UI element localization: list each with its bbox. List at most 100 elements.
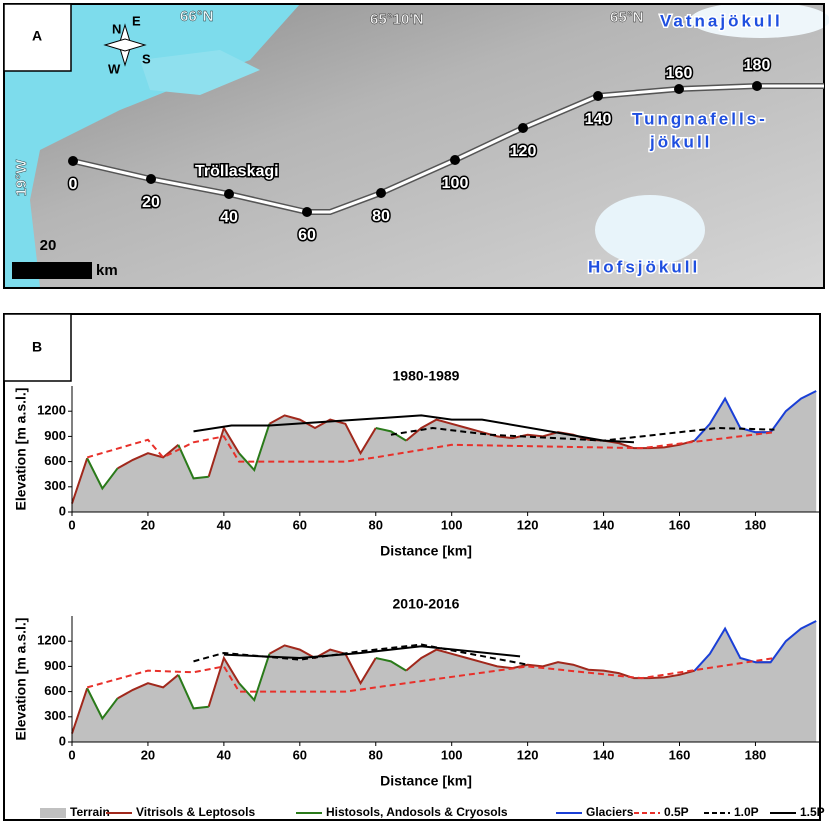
legend-label: 0.5P: [664, 805, 689, 819]
route-marker: [518, 123, 528, 133]
y-tick-label: 600: [44, 453, 66, 468]
x-tick-label: 120: [517, 747, 539, 762]
route-marker-label: 160: [666, 65, 693, 82]
series-line: [71, 414, 771, 504]
x-tick-label: 120: [517, 517, 539, 532]
route-marker-label: 140: [585, 111, 612, 128]
legend-label: 1.0P: [734, 805, 759, 819]
latitude-label: 65°10'N: [370, 11, 424, 28]
x-tick-label: 180: [745, 747, 767, 762]
glacier-vatnajokull: [690, 2, 829, 38]
y-tick-label: 0: [59, 503, 66, 518]
x-tick-label: 80: [369, 517, 383, 532]
legend-label: Histosols, Andosols & Cryosols: [326, 805, 508, 819]
sea: [4, 4, 300, 288]
route-marker-label: 120: [510, 143, 537, 160]
y-tick-label: 600: [44, 683, 66, 698]
y-axis-label: Elevation [m a.s.l.]: [13, 388, 29, 511]
series-line: [86, 423, 407, 491]
map-panel: A N E S W 66°N 65°10'N 65°N 19°W Vatnajö…: [3, 2, 829, 289]
y-tick-label: 1200: [37, 403, 66, 418]
x-tick-label: 100: [441, 517, 463, 532]
latitude-label: 66°N: [180, 8, 214, 25]
charts: 1980-1989 Distance [km] Elevation [m a.s.l…: [13, 368, 820, 789]
legend-swatch: [40, 808, 66, 818]
chart-title: 2010-2016: [393, 596, 460, 612]
glacier-label: Vatnajökull: [660, 11, 783, 30]
compass-letter: N: [112, 21, 121, 36]
route: [72, 84, 824, 214]
y-tick-label: 1200: [37, 633, 66, 648]
compass-letter: W: [108, 61, 121, 76]
route-marker: [376, 188, 386, 198]
route-marker: [146, 174, 156, 184]
route-marker: [450, 155, 460, 165]
scale-value: 20: [40, 237, 57, 254]
glacier-label: jökull: [649, 132, 712, 151]
map-frame: [3, 3, 825, 289]
x-tick-label: 160: [669, 517, 691, 532]
longitude-label: 19°W: [13, 159, 30, 197]
x-axis-label: Distance [km]: [380, 773, 472, 789]
x-tick-label: 40: [217, 517, 231, 532]
x-tick-label: 140: [593, 747, 615, 762]
series-line: [71, 644, 771, 734]
glacier-hofsjokull: [595, 195, 705, 265]
scale-bar: [12, 262, 92, 279]
route-marker-label: 60: [298, 227, 316, 244]
route-marker-label: 20: [142, 194, 160, 211]
route-marker: [752, 81, 762, 91]
compass-letter: E: [132, 13, 141, 28]
x-tick-label: 100: [441, 747, 463, 762]
x-tick-label: 140: [593, 517, 615, 532]
legend-label: 1.5P: [800, 805, 825, 819]
series-line: [86, 431, 775, 463]
y-tick-label: 900: [44, 428, 66, 443]
panel-label: B: [32, 339, 42, 355]
y-tick-label: 900: [44, 658, 66, 673]
x-tick-label: 20: [141, 517, 155, 532]
x-tick-label: 80: [369, 747, 383, 762]
series-line: [223, 645, 521, 660]
scale-unit: km: [96, 262, 118, 279]
route-marker: [68, 156, 78, 166]
x-tick-label: 0: [68, 747, 75, 762]
y-axis-label: Elevation [m a.s.l.]: [13, 618, 29, 741]
x-tick-label: 180: [745, 517, 767, 532]
x-tick-label: 60: [293, 747, 307, 762]
terrain-area: [72, 621, 817, 742]
series-line: [86, 657, 775, 693]
x-tick-label: 20: [141, 747, 155, 762]
fjord: [140, 50, 260, 95]
x-tick-label: 0: [68, 517, 75, 532]
route-marker: [593, 91, 603, 101]
legend: Terrain Vitrisols & Leptosols Histosols, A…: [40, 805, 825, 819]
y-tick-label: 300: [44, 478, 66, 493]
route-marker: [224, 189, 234, 199]
route-marker: [674, 84, 684, 94]
glacier-label: Hofsjökull: [588, 257, 700, 276]
series-line: [86, 653, 407, 721]
glacier-label: Tungnafells-: [632, 109, 768, 128]
latitude-label: 65°N: [610, 9, 644, 26]
route-marker-label: 180: [744, 57, 771, 74]
route-marker-label: 100: [442, 175, 469, 192]
route-marker-label: 40: [220, 209, 238, 226]
y-tick-label: 0: [59, 733, 66, 748]
route-markers: 0 20 40 60 80 100 120 140 160 180: [67, 56, 772, 246]
legend-label: Vitrisols & Leptosols: [136, 805, 255, 819]
legend-label: Terrain: [70, 805, 110, 819]
series-line: [693, 390, 817, 442]
route-marker: [302, 207, 312, 217]
series-line: [390, 426, 775, 442]
x-tick-label: 160: [669, 747, 691, 762]
panel-label-box: [3, 313, 72, 382]
legend-label: Glaciers: [586, 805, 634, 819]
route-marker-label: 0: [69, 176, 78, 193]
y-tick-label: 300: [44, 708, 66, 723]
series-line: [193, 414, 635, 444]
x-tick-label: 40: [217, 747, 231, 762]
compass: [103, 38, 147, 52]
profile-panel: [3, 313, 821, 821]
